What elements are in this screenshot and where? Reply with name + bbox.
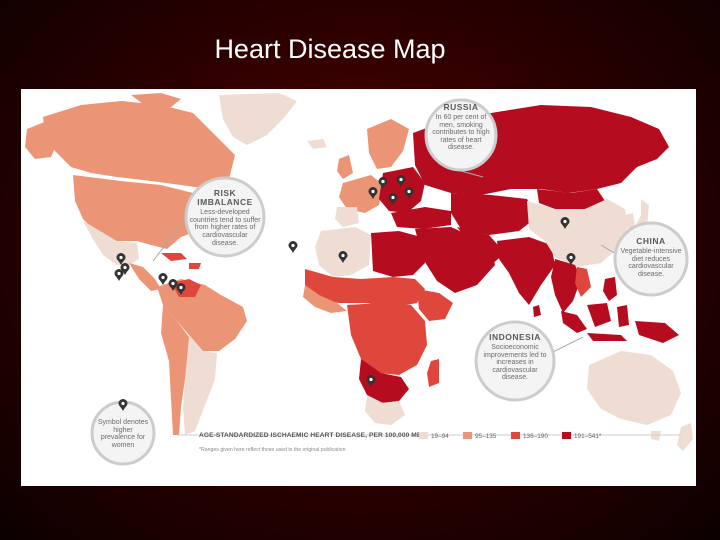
callout-indonesia <box>474 320 584 402</box>
callout-china-heading: CHINA <box>636 236 666 246</box>
region-china <box>527 199 627 267</box>
region-south-america-west <box>161 305 189 435</box>
region-papua <box>635 321 679 343</box>
region-sahel <box>305 269 425 307</box>
region-madagascar <box>427 359 439 387</box>
map-svg <box>21 89 696 486</box>
map-pin-icon <box>158 273 168 285</box>
callout-indonesia-heading: INDONESIA <box>489 332 541 342</box>
region-new-zealand <box>677 423 693 451</box>
legend-item: 136–190 <box>511 432 548 440</box>
region-indonesia-borneo <box>587 303 611 327</box>
callout-russia-text: RUSSIA In 60 per cent of men, smoking co… <box>431 102 491 152</box>
map-pin-icon <box>388 193 398 205</box>
map-pin-icon <box>560 217 570 229</box>
region-iceland <box>307 139 327 149</box>
callout-indonesia-text: INDONESIA Socioeconomic improvements led… <box>481 332 549 382</box>
region-central-asia <box>451 193 537 235</box>
callout-risk-text: RISK IMBALANCE Less-developed countries … <box>189 188 261 247</box>
callout-china <box>600 221 689 297</box>
region-indonesia-java <box>587 333 627 341</box>
callout-russia-body: In 60 per cent of men, smoking contribut… <box>432 114 490 152</box>
region-horn-of-africa <box>417 289 453 321</box>
region-southern-africa <box>359 359 409 403</box>
callout-russia-heading: RUSSIA <box>443 102 479 112</box>
map-pin-icon <box>404 187 414 199</box>
callout-symbol-body: Symbol denotes higher prevalence for wom… <box>97 419 149 449</box>
region-south-america-venezuela <box>171 279 201 297</box>
map-pin-icon <box>378 177 388 189</box>
callout-indonesia-body: Socioeconomic improvements led to increa… <box>483 344 547 382</box>
region-iberia <box>335 207 359 227</box>
region-west-africa-coast <box>303 285 347 313</box>
region-uk <box>337 155 353 179</box>
legend-item: 95–135 <box>463 432 496 440</box>
region-greenland <box>219 93 297 145</box>
region-western-europe <box>339 175 383 213</box>
callout-china-text: CHINA Vegetable-intensive diet reduces c… <box>619 236 683 278</box>
region-tasmania <box>651 431 661 441</box>
legend-swatch <box>419 432 428 439</box>
region-sri-lanka <box>533 305 541 317</box>
map-pin-icon <box>114 269 124 281</box>
region-iran <box>457 227 505 265</box>
legend-label: 19–94 <box>431 433 449 440</box>
map-pin-icon <box>566 253 576 265</box>
legend-title: AGE-STANDARDIZED ISCHAEMIC HEART DISEASE… <box>199 432 427 439</box>
legend-label: 136–190 <box>523 433 548 440</box>
callout-russia <box>424 98 498 178</box>
callout-risk-heading: RISK IMBALANCE <box>197 188 253 208</box>
region-turkey-caucasus <box>391 207 451 229</box>
region-north-africa-east <box>371 231 425 277</box>
region-usa <box>73 175 219 249</box>
legend-label: 95–135 <box>475 433 497 440</box>
legend-label: 191–541* <box>574 433 602 440</box>
region-caribbean <box>161 253 201 269</box>
map-pin-icon <box>176 283 186 295</box>
region-vietnam <box>575 267 591 297</box>
region-australia <box>587 351 681 425</box>
region-southeast-asia <box>551 259 581 313</box>
map-pin-icon <box>168 279 178 291</box>
map-pin-icon <box>116 253 126 265</box>
map-pin-icon <box>288 241 298 253</box>
map-pin-icon <box>118 399 128 411</box>
region-indonesia-sulawesi <box>617 305 629 327</box>
region-south-asia <box>497 237 555 305</box>
map-pin-icon <box>338 251 348 263</box>
callout-china-body: Vegetable-intensive diet reduces cardiov… <box>620 248 682 278</box>
legend-note: *Ranges given here reflect those used in… <box>199 447 346 453</box>
region-philippines <box>603 277 617 301</box>
legend-swatch <box>463 432 472 439</box>
legend-item: 191–541* <box>562 432 601 440</box>
legend-swatch <box>511 432 520 439</box>
map-pin-icon <box>120 263 130 275</box>
slide-title: Heart Disease Map <box>214 34 446 64</box>
map-pin-icon <box>396 175 406 187</box>
region-central-america <box>129 263 161 291</box>
region-south-america-south <box>183 335 217 435</box>
legend-item: 19–94 <box>419 432 449 440</box>
callout-risk-body: Less-developed countries tend to suffer … <box>189 209 261 247</box>
map-pin-icon <box>366 375 376 387</box>
callout-risk-imbalance <box>152 176 266 262</box>
region-korea <box>625 213 635 229</box>
region-south-africa <box>365 395 405 425</box>
region-arctic-islands <box>109 93 181 111</box>
region-central-africa <box>347 303 427 375</box>
region-eastern-europe <box>379 167 425 213</box>
region-mongolia <box>537 189 605 209</box>
region-indonesia-sumatra <box>561 311 587 333</box>
region-alaska <box>25 121 59 159</box>
map-pin-icon <box>368 187 378 199</box>
region-scandinavia <box>367 119 409 169</box>
world-map: RUSSIA In 60 per cent of men, smoking co… <box>21 89 696 486</box>
legend-swatch <box>562 432 571 439</box>
region-mexico <box>83 221 139 265</box>
region-canada <box>43 101 235 189</box>
callout-symbol-text: Symbol denotes higher prevalence for wom… <box>97 419 149 449</box>
